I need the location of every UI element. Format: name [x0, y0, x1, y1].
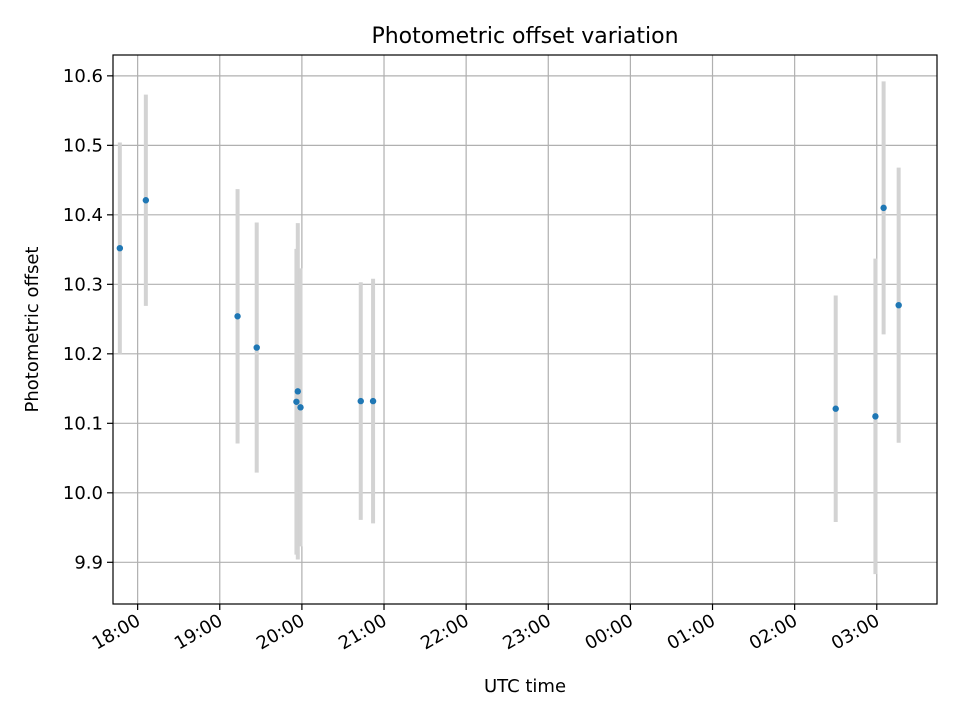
x-axis-label: UTC time: [484, 676, 566, 697]
data-points: [116, 197, 902, 420]
y-tick-label: 9.9: [74, 552, 103, 573]
chart-title: Photometric offset variation: [371, 24, 678, 49]
y-tick-label: 10.5: [63, 135, 103, 156]
data-point: [357, 397, 364, 405]
y-tick-label: 10.4: [63, 205, 103, 226]
data-point: [872, 413, 879, 420]
data-point: [294, 388, 301, 395]
y-tick-label: 10.3: [63, 274, 103, 295]
plot-frame: [112, 54, 938, 605]
data-point: [116, 244, 124, 252]
data-point: [832, 405, 839, 412]
data-point: [895, 301, 902, 309]
data-point: [880, 204, 887, 212]
data-point: [369, 397, 377, 405]
y-tick-label: 10.0: [63, 483, 103, 504]
data-point: [142, 197, 150, 204]
y-tick-label: 10.6: [63, 66, 103, 87]
y-axis-label: Photometric offset: [22, 247, 43, 413]
data-point: [253, 344, 260, 351]
y-tick-label: 10.2: [63, 344, 103, 365]
data-point: [297, 404, 304, 411]
y-axis-ticks: 9.9 10.0 10.1 10.2 10.3 10.4 10.5 10.6: [63, 66, 113, 573]
y-tick-label: 10.1: [63, 413, 103, 434]
data-point: [234, 313, 241, 320]
data-point: [293, 398, 300, 405]
